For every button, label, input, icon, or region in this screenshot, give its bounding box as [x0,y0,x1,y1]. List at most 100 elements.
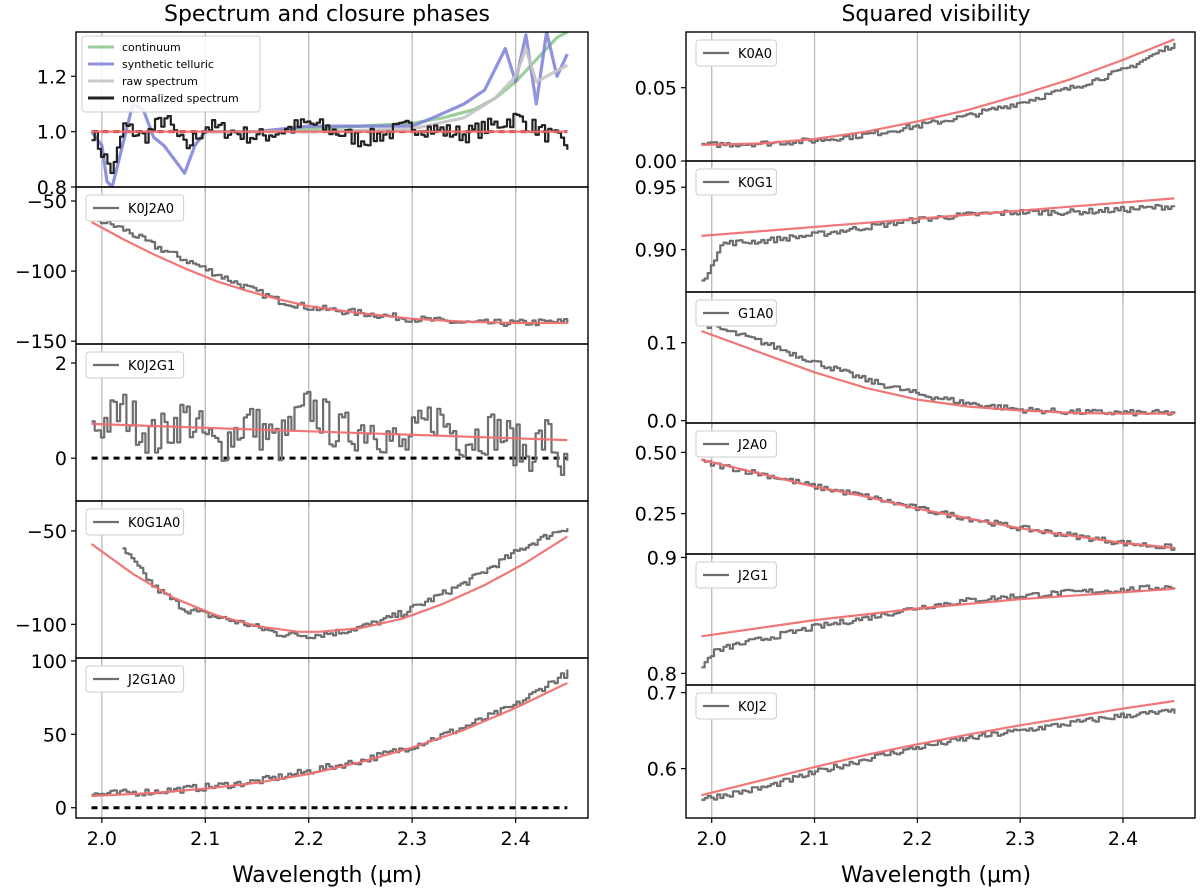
x-tick-label: 2.0 [697,828,727,850]
y-tick-label: −150 [15,331,67,353]
plot-area [91,669,569,810]
panel-v2-G1A0: 0.0 0.1 G1A0 [647,291,1196,433]
legend-box [85,508,185,536]
y-tick-label: 1.2 [37,66,67,88]
plot-area [701,584,1176,669]
y-tick-label: 0.25 [635,504,677,526]
panel-spectrum: 0.8 1.0 1.2 continuum synthetic telluric raw … [37,31,589,199]
x-tick-label: 2.3 [1005,828,1035,850]
legend-label: synthetic telluric [122,58,214,71]
legend-box [695,39,777,67]
right-column-title: Squared visibility [841,2,1030,27]
y-tick-label: 0.90 [635,240,677,262]
panel-cp-J2G1A0: 0 50 100 2.0 2.1 2.2 2.3 2.4 J2G1A0 [31,651,589,850]
x-tick-label: 2.2 [902,828,932,850]
legend: J2G1 [695,561,777,589]
legend: K0J2 [695,692,777,720]
plot-area [701,38,1176,149]
panel-v2-J2G1: 0.8 0.9 J2G1 [647,547,1196,690]
legend: K0G1A0 [85,508,185,536]
panel-v2-K0A0: 0.00 0.05 K0A0 [635,31,1196,173]
plot-area [90,528,569,640]
x-tick-label: 2.1 [190,828,220,850]
legend-box [85,194,185,222]
y-tick-label: −50 [27,191,67,213]
legend-box [85,351,185,379]
legend-box [695,168,777,196]
y-tick-label: 0.9 [647,547,677,569]
series-data [122,528,569,640]
series-model [91,422,568,442]
legend-label: normalized spectrum [122,92,239,105]
y-tick-label: 100 [31,651,67,673]
legend-box [85,665,185,693]
x-tick-label: 2.4 [500,828,530,850]
series-data [701,320,1176,417]
series-model [91,682,568,798]
legend-label: K0J2G1 [128,359,175,374]
plot-area [701,197,1176,282]
y-tick-label: −50 [27,521,67,543]
legend-label: K0G1A0 [128,516,180,531]
y-tick-label: 0.6 [647,759,677,781]
y-tick-label: 0.1 [647,333,677,355]
series-normalized [91,112,569,175]
legend: K0A0 [695,39,777,67]
legend-box [695,430,777,458]
plot-area [90,32,569,187]
legend-label: J2G1 [737,569,768,584]
legend-label: continuum [122,41,181,54]
series-model [90,221,568,325]
legend-box [695,299,777,327]
legend: J2A0 [695,430,777,458]
series-model [701,329,1175,415]
x-tick-label: 2.4 [1108,828,1138,850]
panels: 0.8 1.0 1.2 continuum synthetic telluric raw … [15,31,1196,850]
y-tick-label: 0.8 [37,177,67,199]
legend-label: K0G1 [738,176,773,191]
y-tick-label: 0.7 [647,683,677,705]
x-tick-label: 2.0 [87,828,117,850]
right-x-axis-label: Wavelength (μm) [841,863,1031,888]
legend-box [81,35,261,113]
y-tick-label: 0.05 [635,78,677,100]
series-model [701,699,1175,797]
y-tick-label: 0.50 [635,442,677,464]
series-model [90,535,568,633]
series-data [701,458,1176,551]
legend-label: J2G1A0 [127,673,176,688]
y-tick-label: 0.00 [635,151,677,173]
legend-label: K0J2A0 [128,202,174,217]
y-tick-label: 50 [43,724,67,746]
y-tick-label: −100 [15,261,67,283]
y-tick-label: −100 [15,614,67,636]
series-data [701,42,1176,149]
left-x-axis-label: Wavelength (μm) [232,863,422,888]
panel-cp-K0J2A0: −150 −100 −50 K0J2A0 [15,186,589,353]
y-tick-label: 0.8 [647,663,677,685]
legend-label: J2A0 [737,438,767,453]
legend: continuum synthetic telluric raw spectrum n… [81,35,261,113]
panel-cp-K0J2G1: 0 2 K0J2G1 [55,343,589,506]
series-model [701,587,1175,638]
y-tick-label: 2 [55,353,67,375]
legend-label: raw spectrum [122,75,198,88]
plot-area [90,215,569,327]
x-tick-label: 2.2 [294,828,324,850]
panel-v2-K0J2: 0.6 0.7 2.0 2.1 2.2 2.3 2.4 K0J2 [647,683,1196,850]
legend: K0J2G1 [85,351,185,379]
axes-frame [75,657,589,819]
legend: K0J2A0 [85,194,185,222]
panel-cp-K0G1A0: −100 −50 K0G1A0 [15,500,589,663]
plot-area [701,458,1176,551]
legend: J2G1A0 [85,665,185,693]
axes-frame [685,684,1196,819]
series-data [701,584,1176,669]
series-model [701,197,1175,237]
series-data [701,708,1176,801]
legend-box [695,561,777,589]
y-tick-label: 0.95 [635,177,677,199]
y-tick-label: 0 [55,798,67,820]
panel-v2-J2A0: 0.25 0.50 J2A0 [635,422,1196,559]
